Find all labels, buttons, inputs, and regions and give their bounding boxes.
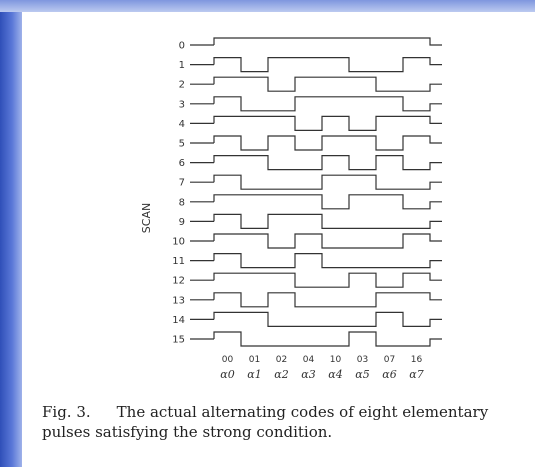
scan-row-label: 1 [179,60,185,71]
scan-row-label: 13 [172,295,185,306]
pulse-code-label: 10 [330,355,342,365]
pulse-alpha-label: α2 [274,368,288,381]
pulse-waveform [213,135,442,151]
pulse-row: 1 [179,57,442,73]
pulse-row: 2 [179,76,442,92]
pulse-row: 14 [172,311,442,327]
pulse-alpha-label: α6 [382,368,396,381]
caption-label: Fig. 3. [42,403,91,421]
scan-row-label: 8 [179,197,185,208]
caption-text: The actual alternating codes of eight el… [42,403,489,441]
pulse-row: 12 [172,272,442,288]
pulse-waveform [213,76,442,92]
pulse-alpha-label: α1 [247,368,261,381]
pulse-row: 9 [179,213,442,229]
pulse-waveform [213,311,442,327]
pulse-waveform [213,115,442,131]
pulse-code-label: 00 [222,355,234,365]
pulse-waveform [213,292,442,308]
pulse-waveform [213,194,442,210]
pulse-waveform [213,155,442,171]
pulse-row: 5 [179,135,442,151]
pulse-row: 10 [172,233,442,249]
pulse-code-label: 16 [411,355,423,365]
scan-row-label: 2 [179,80,185,91]
pulse-waveform [213,233,442,249]
pulse-code-label: 03 [357,355,368,365]
scan-row-label: 10 [172,237,185,248]
pulse-row: 6 [179,155,442,171]
scan-row-label: 14 [172,315,185,326]
pulse-waveform [213,213,442,229]
scan-row-label: 9 [179,217,185,228]
scan-row-label: 11 [172,256,185,267]
pulse-waveform [213,272,442,288]
pulse-row: 3 [179,96,442,112]
pulse-row: 8 [179,194,442,210]
slide-left-gradient-bar [0,0,22,467]
figure-caption: Fig. 3. The actual alternating codes of e… [42,402,532,442]
pulse-alpha-label: α7 [409,368,423,381]
scan-row-label: 5 [179,139,185,150]
scan-row-label: 4 [179,119,185,130]
pulse-code-label: 07 [384,355,395,365]
pulse-waveform [213,37,442,46]
scan-row-label: 15 [172,335,185,346]
pulse-row: 0 [179,37,442,52]
scan-row-label: 6 [179,158,185,169]
pulse-row: 7 [179,174,442,190]
pulse-alpha-label: α5 [355,368,369,381]
pulse-alpha-label: α4 [328,368,342,381]
pulse-row: 11 [172,253,442,269]
pulse-alpha-label: α3 [301,368,315,381]
code-labels: 00 α0 01 α1 02 α2 04 α3 10 α4 03 α5 07 α6 16 α7 [220,355,423,381]
pulse-row: 15 [172,331,442,347]
scan-row-label: 3 [179,99,185,110]
pulse-waveform [213,331,442,347]
scan-row-label: 0 [179,41,185,52]
pulse-code-label: 04 [303,355,315,365]
pulse-alpha-label: α0 [220,368,234,381]
pulse-waveform [213,57,442,73]
paper-page: SCAN 0 1 2 3 4 5 6 7 8 9 10 11 12 13 14 15 00 α0 01 α1 02 α2… [22,12,535,467]
pulse-row: 4 [179,115,442,131]
slide-top-gradient-bar [0,0,535,12]
scan-row-label: 7 [179,178,185,189]
scan-axis-label: SCAN [140,203,153,233]
pulse-row: 13 [172,292,442,308]
pulse-code-label: 01 [249,355,260,365]
pulse-waveform [213,96,442,112]
pulse-waveform [213,174,442,190]
pulse-waveform [213,253,442,269]
pulse-code-label: 02 [276,355,287,365]
scan-row-label: 12 [172,276,185,287]
